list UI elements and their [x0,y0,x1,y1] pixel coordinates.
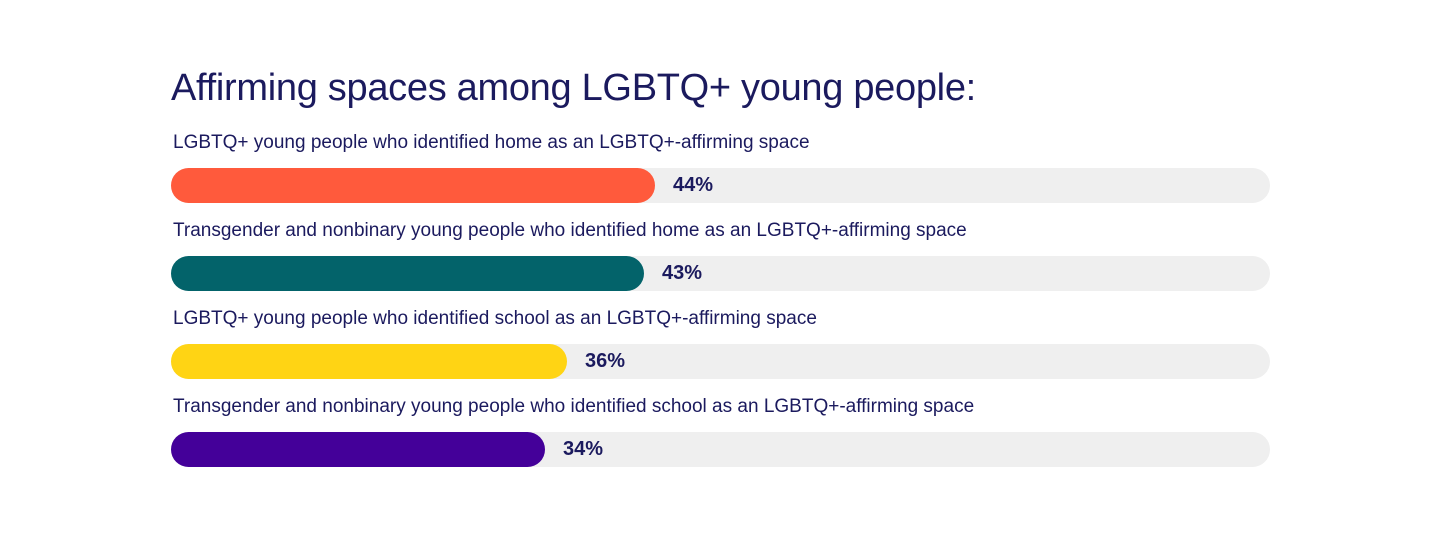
category-label: LGBTQ+ young people who identified home … [173,132,810,153]
bar [171,432,545,467]
data-label: 44% [673,174,714,196]
category-label: LGBTQ+ young people who identified schoo… [173,308,817,329]
bar [171,344,567,379]
bar-row: LGBTQ+ young people who identified home … [171,130,1270,218]
bar-chart: Affirming spaces among LGBTQ+ young peop… [171,62,1270,482]
bar-row: Transgender and nonbinary young people w… [171,394,1270,482]
bar [171,256,644,291]
bar-track: 34% [171,432,1270,467]
bar-rows: LGBTQ+ young people who identified home … [171,130,1270,482]
bar [171,168,655,203]
bar-row: Transgender and nonbinary young people w… [171,218,1270,306]
bar-track: 43% [171,256,1270,291]
category-label: Transgender and nonbinary young people w… [173,220,967,241]
chart-title: Affirming spaces among LGBTQ+ young peop… [171,67,976,109]
bar-track: 36% [171,344,1270,379]
category-label: Transgender and nonbinary young people w… [173,396,975,417]
bar-row: LGBTQ+ young people who identified schoo… [171,306,1270,394]
data-label: 36% [585,350,626,372]
data-label: 34% [563,438,604,460]
bar-track: 44% [171,168,1270,203]
data-label: 43% [662,262,703,284]
